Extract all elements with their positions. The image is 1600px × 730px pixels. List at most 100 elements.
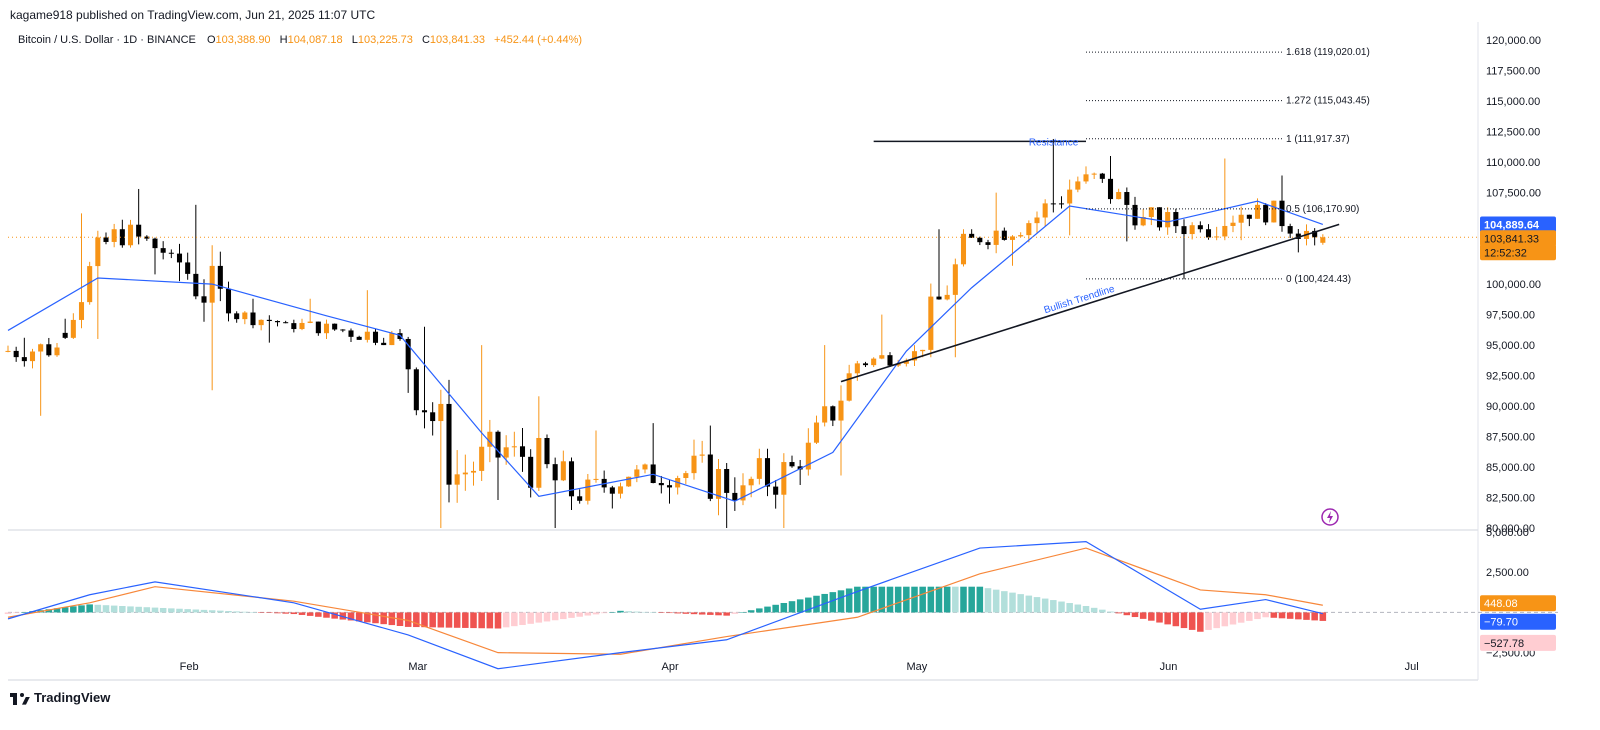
macd-histogram-bar bbox=[86, 604, 93, 613]
time-tick-label: Jul bbox=[1405, 661, 1419, 673]
tradingview-brand[interactable]: TradingView bbox=[10, 690, 110, 705]
price-tick-label: 85,000.00 bbox=[1486, 462, 1535, 474]
candle-body bbox=[854, 363, 860, 374]
candle-body bbox=[1091, 173, 1097, 175]
macd-histogram-bar bbox=[306, 612, 314, 616]
candle-body bbox=[740, 485, 746, 501]
candle-body bbox=[1042, 203, 1048, 218]
macd-histogram-bar bbox=[176, 608, 183, 613]
macd-histogram-bar bbox=[1131, 612, 1139, 618]
macd-histogram-bar bbox=[1099, 609, 1106, 613]
macd-histogram-bar bbox=[168, 608, 175, 613]
close-label: C bbox=[421, 34, 430, 46]
candle-body bbox=[1173, 212, 1179, 227]
candle-body bbox=[977, 237, 983, 243]
macd-histogram-bar bbox=[12, 612, 20, 614]
badge-macd-bg bbox=[1480, 613, 1556, 630]
macd-histogram-bar bbox=[1082, 606, 1090, 613]
flash-icon[interactable] bbox=[1321, 508, 1339, 526]
candle-body bbox=[1075, 181, 1081, 190]
candle-body bbox=[699, 454, 705, 456]
candle-body bbox=[1246, 214, 1252, 219]
candle-body bbox=[642, 464, 648, 470]
price-tick-label: 120,000.00 bbox=[1486, 35, 1541, 47]
candle-body bbox=[879, 355, 885, 359]
macd-histogram-bar bbox=[233, 611, 240, 613]
price-tick-label: 80,000.00 bbox=[1486, 523, 1535, 535]
candle-body bbox=[1205, 229, 1212, 238]
candle-body bbox=[903, 360, 909, 364]
candle-body bbox=[332, 323, 338, 330]
candle-body bbox=[470, 470, 477, 473]
macd-histogram-bar bbox=[796, 599, 804, 613]
candle-body bbox=[593, 478, 599, 480]
macd-histogram-bar bbox=[135, 606, 142, 613]
macd-histogram-bar bbox=[388, 612, 396, 626]
ohlc-legend: Bitcoin / U.S. Dollar · 1D · BINANCE O10… bbox=[18, 34, 588, 46]
macd-histogram-bar bbox=[266, 612, 273, 613]
candle-body bbox=[29, 351, 36, 362]
candle-body bbox=[830, 406, 836, 421]
candle-body bbox=[1107, 178, 1114, 200]
macd-histogram-bar bbox=[543, 612, 551, 622]
candle-body bbox=[87, 266, 93, 303]
macd-histogram-bar bbox=[927, 586, 935, 613]
candle-body bbox=[185, 262, 191, 274]
macd-tick-label: 2,500.00 bbox=[1486, 567, 1529, 579]
macd-histogram-bar bbox=[878, 586, 886, 613]
candle-body bbox=[781, 462, 787, 495]
macd-histogram-bar bbox=[911, 586, 918, 613]
candle-body bbox=[707, 454, 713, 499]
candle-body bbox=[438, 403, 444, 422]
macd-histogram-bar bbox=[641, 611, 649, 613]
symbol-title[interactable]: Bitcoin / U.S. Dollar · 1D · BINANCE bbox=[18, 34, 196, 46]
candle-body bbox=[111, 229, 117, 242]
candle-body bbox=[144, 236, 150, 239]
price-tick-label: 107,500.00 bbox=[1486, 188, 1541, 200]
candle-body bbox=[413, 369, 419, 411]
macd-histogram-bar bbox=[298, 612, 306, 615]
candle-body bbox=[691, 455, 697, 474]
macd-histogram-bar bbox=[535, 612, 543, 623]
badge-hist-bg bbox=[1480, 634, 1556, 651]
candle-body bbox=[724, 469, 730, 493]
candle-body bbox=[756, 458, 762, 479]
macd-histogram-bar bbox=[1017, 594, 1024, 613]
candle-body bbox=[62, 332, 68, 338]
candle-body bbox=[1287, 226, 1293, 234]
macd-histogram-bar bbox=[478, 612, 485, 629]
macd-histogram-bar bbox=[747, 610, 755, 613]
macd-histogram-bar bbox=[968, 586, 975, 613]
time-tick-label: Jun bbox=[1160, 661, 1178, 673]
macd-histogram-bar bbox=[192, 609, 200, 613]
macd-histogram-bar bbox=[829, 592, 837, 613]
candle-body bbox=[1189, 225, 1195, 235]
candle-body bbox=[54, 347, 60, 356]
macd-histogram-bar bbox=[870, 586, 877, 613]
macd-histogram-bar bbox=[45, 609, 53, 613]
macd-histogram-bar bbox=[519, 612, 526, 625]
macd-histogram-bar bbox=[257, 612, 265, 613]
candle-body bbox=[217, 265, 223, 289]
candle-body bbox=[560, 461, 566, 481]
candle-body bbox=[348, 330, 354, 337]
low-value: 103,225.73 bbox=[357, 34, 413, 46]
candle-body bbox=[773, 486, 779, 495]
price-tick-label: 112,500.00 bbox=[1486, 127, 1540, 139]
candle-body bbox=[1132, 204, 1138, 226]
macd-histogram-bar bbox=[723, 612, 730, 616]
macd-histogram-bar bbox=[315, 612, 322, 617]
macd-histogram-bar bbox=[274, 612, 281, 614]
macd-pane bbox=[4, 541, 1558, 670]
price-tick-label: 90,000.00 bbox=[1486, 401, 1535, 413]
macd-histogram-bar bbox=[1295, 612, 1302, 620]
candle-body bbox=[895, 363, 901, 366]
candle-body bbox=[928, 296, 934, 350]
macd-histogram-bar bbox=[119, 606, 126, 613]
candle-body bbox=[193, 273, 199, 297]
price-tick-label: 97,500.00 bbox=[1486, 310, 1535, 322]
candle-body bbox=[340, 329, 346, 331]
candle-body bbox=[911, 351, 918, 361]
candle-body bbox=[1165, 212, 1171, 228]
